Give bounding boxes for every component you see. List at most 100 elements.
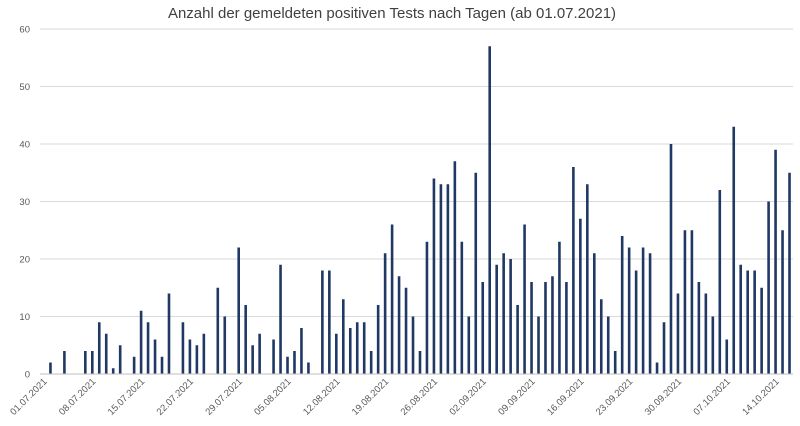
chart-title: Anzahl der gemeldeten positiven Tests na… [168,5,616,22]
bar [620,236,624,374]
bar [132,356,136,374]
bar [90,351,94,374]
bar [223,316,227,374]
x-tick-label: 01.07.2021 [8,376,49,417]
bar [321,270,324,374]
bar [641,247,645,374]
bar [397,276,401,374]
bar [188,339,192,374]
bar [516,305,519,374]
bar [704,293,708,374]
bar [579,218,582,374]
bar [495,264,498,374]
bar [676,293,680,374]
bar [760,287,763,374]
bar [446,184,450,374]
bar [544,282,547,374]
bar [753,270,756,374]
bar [509,259,512,374]
bar [718,190,722,374]
x-tick-label: 12.08.2021 [301,376,342,417]
x-tick-label: 29.07.2021 [203,376,244,417]
bar [355,322,359,374]
bar [383,253,387,374]
bar [599,299,603,374]
bar [362,322,366,374]
bar [251,345,254,374]
bar [767,201,770,374]
bar [63,351,66,374]
bar [237,247,241,374]
y-tick-label: 20 [19,255,30,266]
bar [586,184,589,374]
bar [216,287,220,374]
x-tick-label: 30.09.2021 [643,376,684,417]
bar [558,241,561,374]
x-tick-label: 26.08.2021 [399,376,440,417]
bar [369,351,373,374]
bar [300,328,303,374]
x-tick-label: 23.09.2021 [594,376,635,417]
bar [49,362,52,374]
bar [613,351,617,374]
gridlines [40,28,793,317]
x-tick-label: 19.08.2021 [350,376,391,417]
x-axis: 01.07.2021 08.07.2021 15.07.2021 22.07.2021… [8,376,781,417]
bar [202,333,206,374]
bar [153,339,157,374]
bar [711,316,715,374]
bar [697,282,701,374]
bar [648,253,652,374]
bar [669,144,673,374]
y-tick-label: 40 [19,140,30,151]
bar [690,230,694,374]
bar [627,247,631,374]
bar [418,351,422,374]
bar [467,316,471,374]
bar [390,224,394,374]
x-tick-label: 15.07.2021 [106,376,147,417]
bar [523,224,526,374]
bar [774,149,777,374]
y-tick-label: 0 [25,370,30,381]
bar [258,333,261,374]
bar [376,305,380,374]
bar [244,305,247,374]
x-tick-label: 22.07.2021 [155,376,196,417]
bar [746,270,749,374]
bar [328,270,331,374]
bar [432,178,436,374]
bar [592,253,596,374]
bar [683,230,687,374]
bar [537,316,540,374]
bar [788,172,791,374]
bar [404,287,408,374]
bar [634,270,638,374]
x-tick-label: 16.09.2021 [545,376,586,417]
bar [139,310,143,374]
bar [502,253,505,374]
bar [662,322,666,374]
bar [655,362,659,374]
bar [606,316,610,374]
bar [111,368,115,374]
bar [272,339,275,374]
bar [739,264,743,374]
bar [118,345,122,374]
x-tick-label: 05.08.2021 [252,376,293,417]
bar [411,316,415,374]
bars [49,46,791,374]
bar [481,282,485,374]
bar [341,299,345,374]
bar [293,351,296,374]
bar [146,322,150,374]
bar [488,46,492,374]
bar [425,241,429,374]
bar [84,351,87,374]
bar [453,161,457,374]
bar [348,328,352,374]
x-tick-label: 14.10.2021 [740,376,781,417]
bar [160,356,164,374]
bar [279,264,282,374]
